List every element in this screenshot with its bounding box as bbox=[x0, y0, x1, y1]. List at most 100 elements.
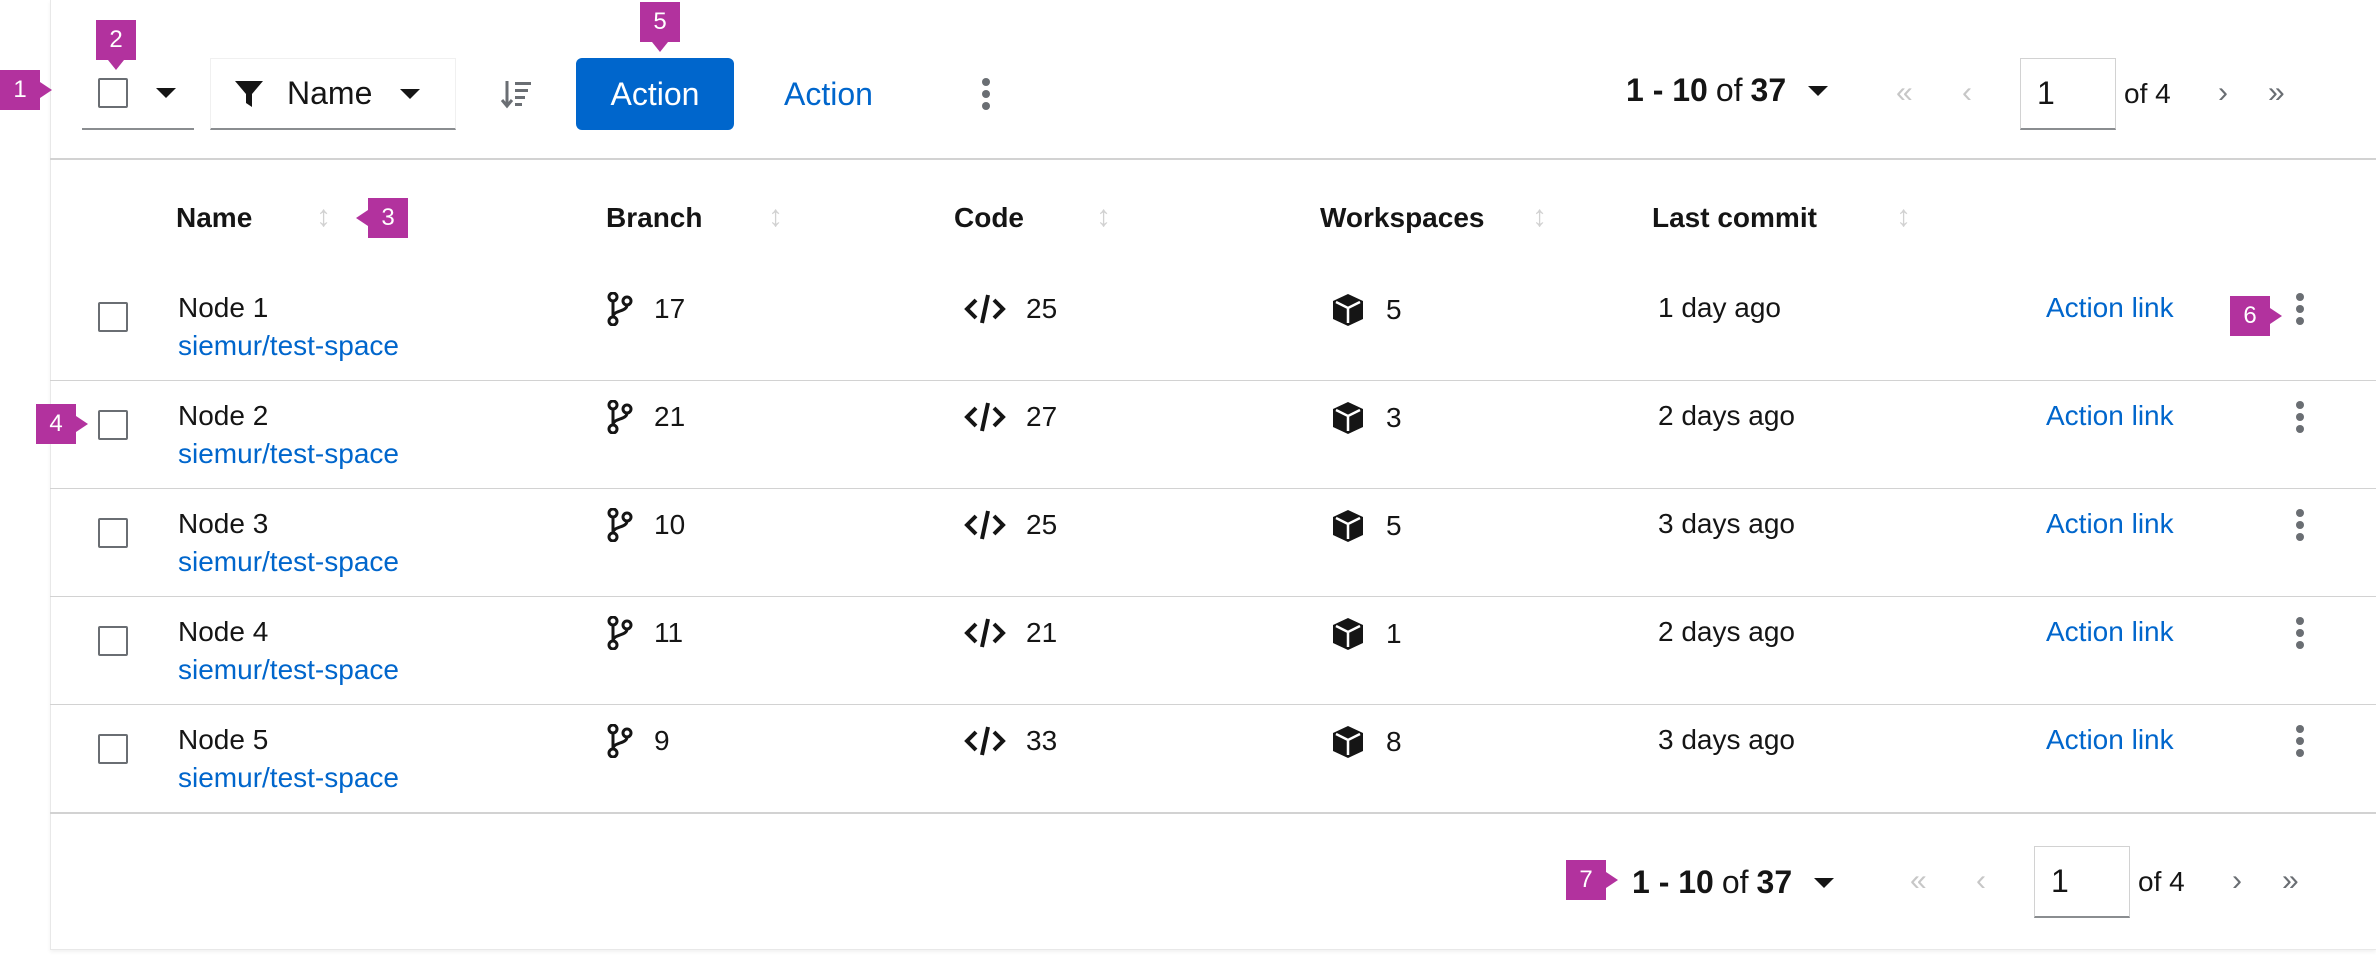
sort-arrows-icon[interactable]: ↕ bbox=[1896, 200, 1911, 233]
code-icon bbox=[964, 724, 1006, 758]
angle-double-right-icon[interactable]: » bbox=[2268, 76, 2285, 109]
angle-left-icon[interactable]: ‹ bbox=[1976, 864, 1986, 897]
pagination-total: 37 bbox=[1750, 72, 1787, 108]
last-commit-cell: 2 days ago bbox=[1658, 400, 1795, 431]
sort-amount-down-icon[interactable] bbox=[500, 78, 532, 110]
code-branch-icon bbox=[606, 616, 634, 650]
row-kebab-icon[interactable] bbox=[2296, 724, 2304, 758]
row-action-link[interactable]: Action link bbox=[2046, 508, 2174, 539]
pagination-range: 1 - 10 bbox=[1632, 864, 1714, 900]
workspaces-count: 5 bbox=[1386, 510, 1402, 541]
filter-dropdown[interactable]: Name bbox=[210, 58, 456, 130]
node-name: Node 4 bbox=[178, 616, 269, 647]
node-name: Node 5 bbox=[178, 724, 269, 755]
row-divider bbox=[50, 380, 2376, 381]
row-checkbox[interactable] bbox=[98, 410, 128, 440]
branch-cell: 17 bbox=[606, 292, 685, 326]
code-cell: 33 bbox=[964, 724, 1057, 758]
row-checkbox[interactable] bbox=[98, 734, 128, 764]
code-branch-icon bbox=[606, 724, 634, 758]
last-commit-cell: 2 days ago bbox=[1658, 616, 1795, 647]
row-kebab-icon[interactable] bbox=[2296, 292, 2304, 326]
callout-1: 1 bbox=[0, 70, 52, 110]
caret-down-icon bbox=[400, 88, 421, 99]
row-checkbox[interactable] bbox=[98, 518, 128, 548]
node-repo-link[interactable]: siemur/test-space bbox=[178, 654, 399, 685]
footer-pagination-of-pages: of 4 bbox=[2138, 866, 2185, 897]
workspaces-cell: 8 bbox=[1330, 724, 1402, 760]
row-checkbox[interactable] bbox=[98, 626, 128, 656]
pagination-of-pages: of 4 bbox=[2124, 78, 2171, 109]
caret-down-icon bbox=[1814, 877, 1835, 888]
footer-pagination-options-toggle[interactable]: 1 - 10 of 37 bbox=[1632, 864, 1835, 901]
code-cell: 27 bbox=[964, 400, 1057, 434]
cube-icon bbox=[1330, 292, 1366, 328]
row-action-link[interactable]: Action link bbox=[2046, 616, 2174, 647]
code-branch-icon bbox=[606, 292, 634, 326]
table-row: Node 2 siemur/test-space 21 27 3 2 days ago Ac… bbox=[50, 380, 2376, 488]
cube-icon bbox=[1330, 616, 1366, 652]
branch-cell: 11 bbox=[606, 616, 683, 650]
workspaces-count: 8 bbox=[1386, 726, 1402, 757]
code-count: 33 bbox=[1026, 725, 1058, 756]
table-row: Node 3 siemur/test-space 10 25 5 3 days ago Ac… bbox=[50, 488, 2376, 596]
cube-icon bbox=[1330, 724, 1366, 760]
secondary-action-link[interactable]: Action bbox=[784, 75, 873, 112]
row-action-link[interactable]: Action link bbox=[2046, 724, 2174, 755]
row-kebab-icon[interactable] bbox=[2296, 400, 2304, 434]
node-repo-link[interactable]: siemur/test-space bbox=[178, 438, 399, 469]
column-header-name[interactable]: Name bbox=[176, 202, 253, 233]
footer-page-number-input[interactable]: 1 bbox=[2034, 846, 2130, 918]
branch-cell: 9 bbox=[606, 724, 670, 758]
branch-count: 11 bbox=[654, 617, 684, 648]
sort-arrows-icon[interactable]: ↕ bbox=[768, 200, 783, 233]
code-cell: 25 bbox=[964, 508, 1057, 542]
pagination-options-toggle[interactable]: 1 - 10 of 37 bbox=[1626, 72, 1829, 109]
code-count: 21 bbox=[1026, 617, 1058, 648]
code-count: 25 bbox=[1026, 293, 1058, 324]
code-cell: 21 bbox=[964, 616, 1057, 650]
branch-count: 10 bbox=[654, 509, 686, 540]
workspaces-count: 3 bbox=[1386, 402, 1402, 433]
branch-cell: 10 bbox=[606, 508, 685, 542]
row-action-link[interactable]: Action link bbox=[2046, 292, 2174, 323]
cube-icon bbox=[1330, 400, 1366, 436]
code-icon bbox=[964, 508, 1006, 542]
callout-5: 5 bbox=[640, 2, 680, 52]
caret-down-icon[interactable] bbox=[156, 88, 176, 98]
select-all-checkbox[interactable] bbox=[98, 78, 128, 108]
primary-action-button[interactable]: Action bbox=[576, 58, 734, 130]
angle-double-right-icon[interactable]: » bbox=[2282, 864, 2299, 897]
row-kebab-icon[interactable] bbox=[2296, 616, 2304, 650]
callout-2: 2 bbox=[96, 20, 136, 70]
row-kebab-icon[interactable] bbox=[2296, 508, 2304, 542]
node-repo-link[interactable]: siemur/test-space bbox=[178, 330, 399, 361]
column-header-last-commit[interactable]: Last commit bbox=[1652, 202, 1817, 233]
angle-right-icon[interactable]: › bbox=[2232, 864, 2242, 897]
angle-double-left-icon[interactable]: « bbox=[1896, 76, 1913, 109]
column-header-branch[interactable]: Branch bbox=[606, 202, 703, 233]
table-bottom-divider bbox=[50, 812, 2376, 814]
toolbar-divider bbox=[50, 158, 2376, 160]
sort-arrows-icon[interactable]: ↕ bbox=[1096, 200, 1111, 233]
code-cell: 25 bbox=[964, 292, 1057, 326]
angle-double-left-icon[interactable]: « bbox=[1910, 864, 1927, 897]
node-repo-link[interactable]: siemur/test-space bbox=[178, 762, 399, 793]
toolbar-kebab-icon[interactable] bbox=[974, 76, 998, 112]
bulk-select-dropdown[interactable] bbox=[82, 58, 194, 130]
branch-count: 9 bbox=[654, 725, 670, 756]
table-row: Node 5 siemur/test-space 9 33 8 3 days ago Act… bbox=[50, 704, 2376, 812]
code-branch-icon bbox=[606, 400, 634, 434]
page-number-input[interactable]: 1 bbox=[2020, 58, 2116, 130]
sort-arrows-icon[interactable]: ↕ bbox=[316, 200, 331, 233]
row-action-link[interactable]: Action link bbox=[2046, 400, 2174, 431]
pagination-of: of bbox=[1715, 72, 1743, 108]
column-header-workspaces[interactable]: Workspaces bbox=[1320, 202, 1485, 233]
node-repo-link[interactable]: siemur/test-space bbox=[178, 546, 399, 577]
row-checkbox[interactable] bbox=[98, 302, 128, 332]
angle-right-icon[interactable]: › bbox=[2218, 76, 2228, 109]
code-count: 27 bbox=[1026, 401, 1058, 432]
angle-left-icon[interactable]: ‹ bbox=[1962, 76, 1972, 109]
column-header-code[interactable]: Code bbox=[954, 202, 1024, 233]
sort-arrows-icon[interactable]: ↕ bbox=[1532, 200, 1547, 233]
